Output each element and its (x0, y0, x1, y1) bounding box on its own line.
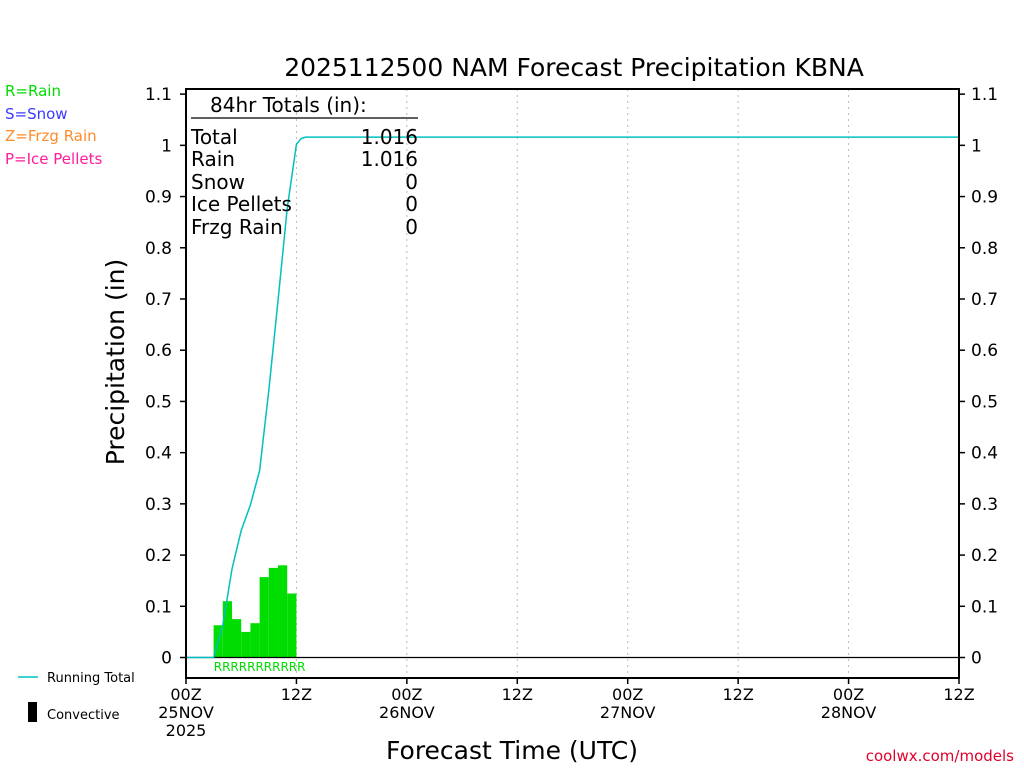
totals-label-frzg-rain: Frzg Rain (191, 215, 283, 239)
gridlines (295, 89, 850, 678)
y-tick-label-left: 0.9 (145, 188, 172, 208)
x-axis-title: Forecast Time (UTC) (386, 736, 638, 765)
y-tick-label-left: 1.1 (145, 85, 172, 105)
x-tick-label: 12Z (502, 685, 533, 704)
x-tick-label: 00Z (391, 685, 422, 704)
x-tick-label: 28NOV (821, 703, 877, 722)
y-tick-label-right: 0.2 (971, 546, 998, 566)
y-axis-title: Precipitation (in) (101, 259, 130, 466)
y-tick-label-left: 0.7 (145, 290, 172, 310)
precip-type-codes: RRRRRRRRRRR (214, 660, 306, 674)
legend-frzg-rain: Z=Frzg Rain (5, 127, 97, 145)
rain-bar (287, 593, 297, 658)
totals-label-total: Total (190, 125, 238, 149)
rain-bar (278, 565, 288, 658)
y-tick-label-left: 1 (161, 136, 172, 156)
x-tick-label: 26NOV (379, 703, 435, 722)
rain-bar (259, 577, 269, 658)
y-tick-label-left: 0.8 (145, 239, 172, 259)
totals-value-snow: 0 (405, 170, 418, 194)
y-tick-label-left: 0.5 (145, 392, 172, 412)
y-axis-ticks: 0 00.1 0.10.2 0.20.3 0.30.4 0.40.5 0.50.6 0.60.… (145, 85, 998, 668)
y-tick-label-left: 0.3 (145, 495, 172, 515)
x-tick-label: 00Z (833, 685, 864, 704)
y-tick-label-right: 0.8 (971, 239, 998, 259)
y-tick-label-left: 0.6 (145, 341, 172, 361)
y-tick-label-right: 0.9 (971, 188, 998, 208)
chart-title: 2025112500 NAM Forecast Precipitation KB… (284, 53, 864, 82)
rain-bar (232, 619, 242, 658)
y-tick-label-right: 0.3 (971, 495, 998, 515)
totals-box: 84hr Totals (in): Total 1.016 Rain 1.016… (190, 93, 418, 239)
legend-rain: R=Rain (5, 82, 61, 100)
x-tick-label: 12Z (722, 685, 753, 704)
y-tick-label-right: 1 (971, 136, 982, 156)
x-tick-label: 2025 (166, 721, 207, 740)
y-tick-label-right: 1.1 (971, 85, 998, 105)
x-tick-label: 12Z (943, 685, 974, 704)
y-tick-label-right: 0.4 (971, 444, 998, 464)
y-tick-label-right: 0.5 (971, 392, 998, 412)
totals-heading: 84hr Totals (in): (210, 93, 367, 117)
x-tick-label: 25NOV (158, 703, 214, 722)
convective-legend-label: Convective (47, 708, 120, 723)
totals-label-rain: Rain (191, 147, 235, 171)
rain-bars (213, 565, 297, 658)
totals-value-total: 1.016 (361, 125, 418, 149)
legend-ice-pellets: P=Ice Pellets (5, 150, 102, 168)
totals-value-rain: 1.016 (361, 147, 418, 171)
y-tick-label-right: 0 (971, 649, 982, 669)
credit-text: coolwx.com/models (866, 747, 1014, 765)
totals-label-snow: Snow (191, 170, 245, 194)
plot-frame (185, 88, 960, 679)
x-tick-label: 00Z (170, 685, 201, 704)
convective-swatch (28, 702, 37, 722)
x-tick-label: 27NOV (600, 703, 656, 722)
totals-value-ice-pellets: 0 (405, 192, 418, 216)
y-tick-label-right: 0.1 (971, 597, 998, 617)
rain-bar (250, 623, 260, 658)
totals-label-ice-pellets: Ice Pellets (191, 192, 292, 216)
y-tick-label-right: 0.7 (971, 290, 998, 310)
legend-snow: S=Snow (5, 105, 68, 123)
y-tick-label-left: 0 (161, 649, 172, 669)
running-total-line (186, 136, 959, 659)
y-tick-label-left: 0.2 (145, 546, 172, 566)
rain-bar (268, 567, 279, 658)
y-tick-label-left: 0.1 (145, 597, 172, 617)
rain-bar (222, 601, 233, 658)
rain-bar (241, 631, 251, 658)
totals-value-frzg-rain: 0 (405, 215, 418, 239)
x-tick-label: 00Z (612, 685, 643, 704)
running-total-legend-label: Running Total (47, 671, 135, 686)
y-tick-label-left: 0.4 (145, 444, 172, 464)
y-tick-label-right: 0.6 (971, 341, 998, 361)
x-tick-label: 12Z (281, 685, 312, 704)
